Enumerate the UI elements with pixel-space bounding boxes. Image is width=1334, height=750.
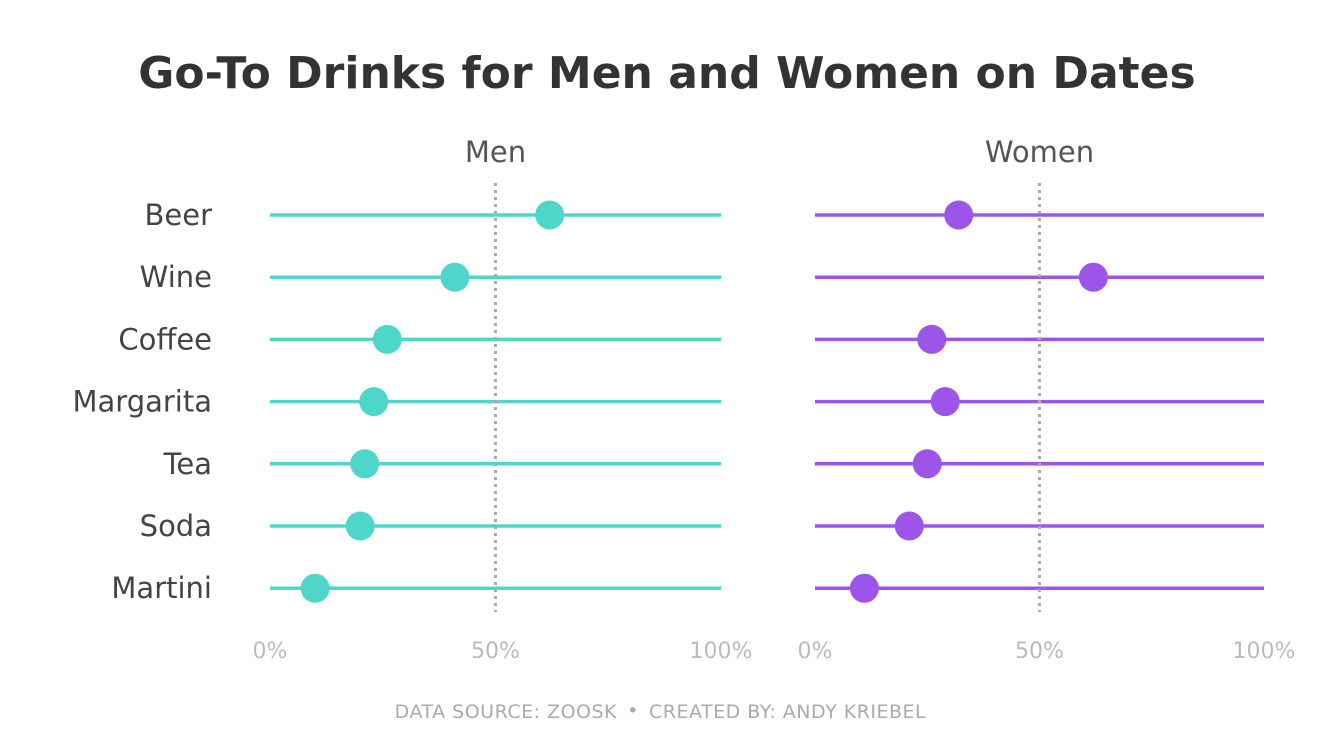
- x-tick-label-men-0: 0%: [253, 639, 288, 664]
- x-tick-label-men-100: 100%: [690, 639, 753, 664]
- dot-men-wine: [440, 262, 470, 292]
- category-label-margarita: Margarita: [72, 385, 212, 419]
- dot-women-tea: [912, 449, 942, 479]
- dot-men-margarita: [359, 387, 389, 417]
- dot-men-tea: [350, 449, 380, 479]
- plot-area: Beer Wine Coffee Margarita Tea Soda Martini Men…: [72, 135, 1295, 664]
- chart-title: Go-To Drinks for Men and Women on Dates: [138, 48, 1195, 99]
- category-label-tea: Tea: [163, 447, 212, 481]
- footer-separator: •: [627, 700, 639, 722]
- dot-women-coffee: [917, 324, 947, 354]
- panel-label-women: Women: [985, 135, 1094, 169]
- footer-credit: CREATED BY: ANDY KRIEBEL: [649, 701, 926, 723]
- panel-label-men: Men: [465, 135, 526, 169]
- category-label-coffee: Coffee: [118, 322, 212, 356]
- dot-men-coffee: [372, 324, 402, 354]
- dot-men-martini: [300, 573, 330, 603]
- category-label-martini: Martini: [111, 571, 212, 605]
- dot-women-martini: [849, 573, 879, 603]
- x-tick-label-men-50: 50%: [471, 639, 520, 664]
- dot-men-soda: [345, 511, 375, 541]
- category-label-beer: Beer: [144, 198, 212, 232]
- footer-source: DATA SOURCE: ZOOSK: [395, 701, 617, 723]
- dot-women-wine: [1078, 262, 1108, 292]
- dot-women-beer: [944, 200, 974, 230]
- dot-women-margarita: [930, 387, 960, 417]
- x-tick-label-women-100: 100%: [1233, 639, 1296, 664]
- dot-men-beer: [535, 200, 565, 230]
- x-tick-label-women-50: 50%: [1015, 639, 1064, 664]
- category-label-wine: Wine: [140, 260, 212, 294]
- dot-women-soda: [894, 511, 924, 541]
- x-tick-label-women-0: 0%: [798, 639, 833, 664]
- category-label-soda: Soda: [140, 509, 212, 543]
